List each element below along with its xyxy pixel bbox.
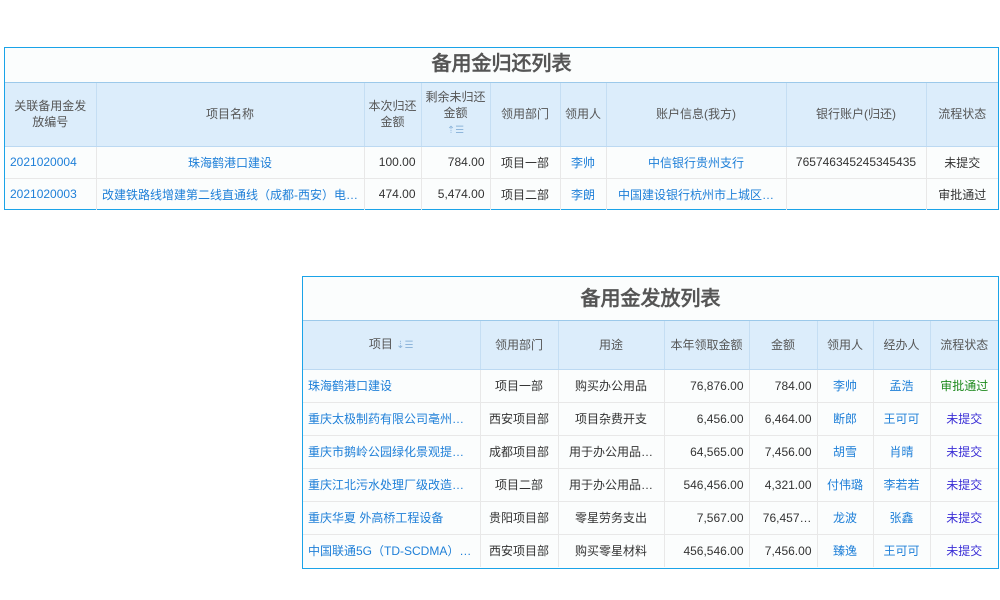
cell-purpose: 项目杂费开支: [558, 402, 665, 436]
table-row: 重庆华夏 外高桥工程设备 贵阳项目部 零星劳务支出 7,567.00 76,457… 龙波…: [303, 501, 998, 535]
cell-handler[interactable]: 王可可: [873, 402, 931, 436]
return-table: 关联备用金发放编号 项目名称 本次归还金额 剩余未归还金额 ⇡☰ 领用部门 领用人…: [5, 83, 998, 210]
header-return-amount[interactable]: 本次归还金额: [364, 83, 422, 147]
header-project-name[interactable]: 项目名称: [96, 83, 365, 147]
table-row: 重庆太极制药有限公司亳州… 西安项目部 项目杂费开支 6,456.00 6,464.00…: [303, 402, 998, 436]
cell-recipient[interactable]: 李帅: [817, 369, 874, 403]
cell-project[interactable]: 中国联通5G（TD-SCDMA）…: [303, 534, 481, 567]
cell-handler[interactable]: 孟浩: [873, 369, 931, 403]
cell-handler[interactable]: 肖晴: [873, 435, 931, 469]
cell-recipient[interactable]: 付伟璐: [817, 468, 874, 502]
cell-remaining-amount: 784.00: [421, 146, 491, 179]
cell-year-amount: 64,565.00: [664, 435, 750, 469]
cell-department: 项目一部: [480, 369, 559, 403]
header-amount[interactable]: 金额: [749, 321, 818, 370]
cell-project-name[interactable]: 改建铁路线增建第二线直通线（成都-西安）电…: [96, 178, 365, 210]
cell-remaining-amount: 5,474.00: [421, 178, 491, 210]
cell-account-info[interactable]: 中信银行贵州支行: [606, 146, 787, 179]
cell-year-amount: 6,456.00: [664, 402, 750, 436]
cell-year-amount: 7,567.00: [664, 501, 750, 535]
cell-project[interactable]: 珠海鹤港口建设: [303, 369, 481, 403]
header-status[interactable]: 流程状态: [926, 83, 998, 147]
cell-return-amount: 474.00: [364, 178, 422, 210]
return-table-panel: 备用金归还列表 关联备用金发放编号 项目名称 本次归还金额 剩余未归还金额 ⇡☰ …: [4, 47, 999, 210]
cell-purpose: 购买零星材料: [558, 534, 665, 567]
cell-amount: 4,321.00: [749, 468, 818, 502]
cell-status: 未提交: [946, 544, 983, 559]
table-row: 重庆市鹅岭公园绿化景观提… 成都项目部 用于办公用品… 64,565.00 7,456.…: [303, 435, 998, 469]
cell-recipient[interactable]: 胡雪: [817, 435, 874, 469]
cell-year-amount: 456,546.00: [664, 534, 750, 567]
cell-amount: 7,456.00: [749, 435, 818, 469]
header-year-amount[interactable]: 本年领取金额: [664, 321, 750, 370]
cell-amount: 6,464.00: [749, 402, 818, 436]
cell-status: 未提交: [930, 468, 998, 502]
header-status[interactable]: 流程状态: [930, 321, 998, 370]
cell-purpose: 购买办公用品: [558, 369, 665, 403]
cell-department: 西安项目部: [480, 534, 559, 567]
header-department[interactable]: 领用部门: [490, 83, 561, 147]
issue-table-title: 备用金发放列表: [303, 277, 998, 321]
cell-bank-account: [786, 178, 927, 210]
header-recipient[interactable]: 领用人: [817, 321, 874, 370]
cell-recipient[interactable]: 龙波: [817, 501, 874, 535]
table-row: 2021020004 珠海鹤港口建设 100.00 784.00 项目一部 李帅 中信银行贵…: [5, 146, 998, 179]
cell-project[interactable]: 重庆市鹅岭公园绿化景观提…: [303, 435, 481, 469]
sort-ascending-icon[interactable]: ⇡☰: [446, 125, 465, 137]
cell-status: 未提交: [930, 435, 998, 469]
cell-department: 项目二部: [480, 468, 559, 502]
cell-related-id[interactable]: 2021020004: [5, 146, 97, 179]
cell-return-amount: 100.00: [364, 146, 422, 179]
cell-department: 贵阳项目部: [480, 501, 559, 535]
header-purpose[interactable]: 用途: [558, 321, 665, 370]
cell-project-name[interactable]: 珠海鹤港口建设: [96, 146, 365, 179]
cell-year-amount: 76,876.00: [664, 369, 750, 403]
cell-account-info[interactable]: 中国建设银行杭州市上城区…: [606, 178, 787, 210]
cell-recipient[interactable]: 李朗: [560, 178, 607, 210]
header-related-id[interactable]: 关联备用金发放编号: [5, 83, 97, 147]
cell-handler[interactable]: 张鑫: [873, 501, 931, 535]
cell-purpose: 用于办公用品…: [558, 468, 665, 502]
cell-status: 未提交: [930, 501, 998, 535]
cell-status: 审批通过: [930, 369, 998, 403]
issue-table: 项目 ⇣☰ 领用部门 用途 本年领取金额 金额 领用人 经办人 流程状态 珠海鹤…: [303, 321, 998, 567]
cell-department: 项目一部: [490, 146, 561, 179]
header-bank-account[interactable]: 银行账户(归还): [786, 83, 927, 147]
header-recipient[interactable]: 领用人: [560, 83, 607, 147]
cell-project[interactable]: 重庆华夏 外高桥工程设备: [303, 501, 481, 535]
cell-recipient[interactable]: 臻逸: [817, 534, 874, 567]
header-remaining-amount[interactable]: 剩余未归还金额 ⇡☰: [421, 83, 491, 147]
cell-department: 西安项目部: [480, 402, 559, 436]
cell-project[interactable]: 重庆江北污水处理厂级改造…: [303, 468, 481, 502]
cell-year-amount: 546,456.00: [664, 468, 750, 502]
cell-amount: 7,456.00: [749, 534, 818, 567]
return-table-title: 备用金归还列表: [5, 48, 998, 83]
sort-descending-icon[interactable]: ⇣☰: [396, 339, 414, 351]
cell-purpose: 用于办公用品…: [558, 435, 665, 469]
header-account-info[interactable]: 账户信息(我方): [606, 83, 787, 147]
header-department[interactable]: 领用部门: [480, 321, 559, 370]
cell-status: 审批通过: [938, 187, 987, 202]
cell-status: 未提交: [926, 146, 998, 179]
table-row: 重庆江北污水处理厂级改造… 项目二部 用于办公用品… 546,456.00 4,321.…: [303, 468, 998, 502]
table-row: 2021020003 改建铁路线增建第二线直通线（成都-西安）电… 474.00 5,…: [5, 178, 998, 210]
cell-recipient[interactable]: 断郎: [817, 402, 874, 436]
issue-table-panel: 备用金发放列表 项目 ⇣☰ 领用部门 用途 本年领取金额 金额 领用人 经办人 …: [302, 276, 999, 569]
cell-handler[interactable]: 王可可: [873, 534, 931, 567]
cell-amount: 784.00: [749, 369, 818, 403]
cell-related-id[interactable]: 2021020003: [5, 178, 97, 210]
cell-status: 未提交: [930, 402, 998, 436]
cell-purpose: 零星劳务支出: [558, 501, 665, 535]
header-project[interactable]: 项目 ⇣☰: [303, 321, 481, 370]
cell-project[interactable]: 重庆太极制药有限公司亳州…: [303, 402, 481, 436]
header-handler[interactable]: 经办人: [873, 321, 931, 370]
cell-department: 成都项目部: [480, 435, 559, 469]
cell-bank-account: 765746345245345435: [786, 146, 927, 179]
table-row: 珠海鹤港口建设 项目一部 购买办公用品 76,876.00 784.00 李帅 孟浩 审批通过: [303, 369, 998, 403]
cell-amount: 76,457…: [749, 501, 818, 535]
cell-department: 项目二部: [490, 178, 561, 210]
cell-recipient[interactable]: 李帅: [560, 146, 607, 179]
cell-handler[interactable]: 李若若: [873, 468, 931, 502]
table-row: 中国联通5G（TD-SCDMA）… 西安项目部 购买零星材料 456,546.00 7,…: [303, 534, 998, 567]
